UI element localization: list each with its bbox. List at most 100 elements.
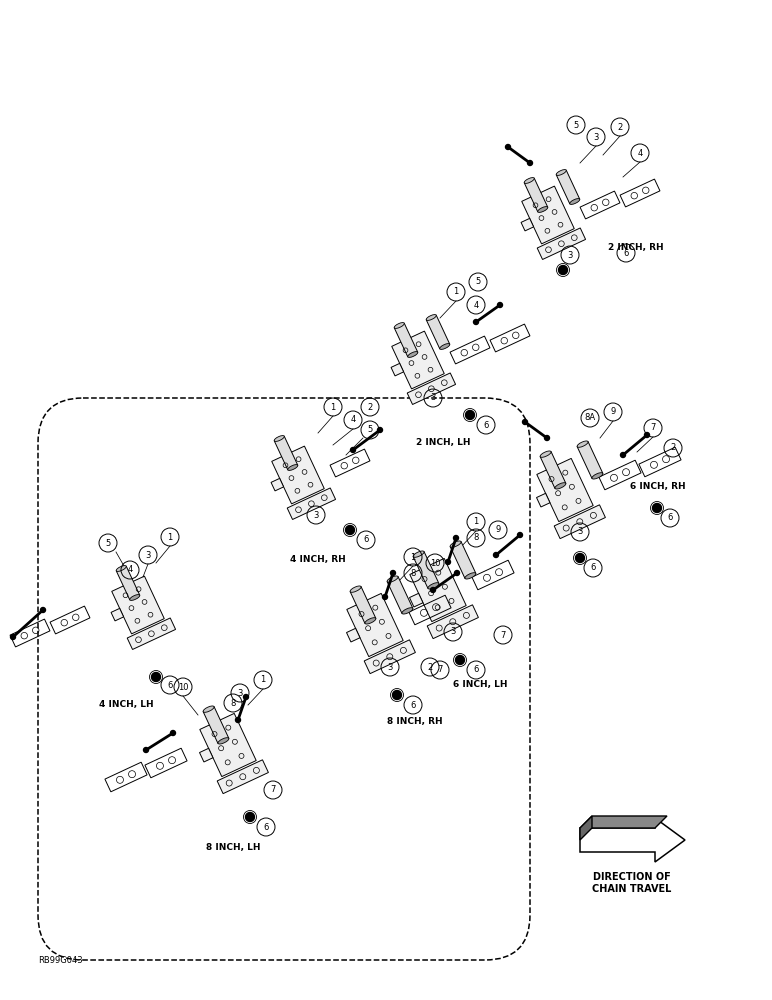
Ellipse shape — [524, 178, 534, 183]
Polygon shape — [554, 505, 605, 539]
Text: 5: 5 — [476, 277, 481, 286]
Circle shape — [652, 504, 662, 512]
Polygon shape — [580, 816, 667, 828]
Ellipse shape — [288, 465, 298, 470]
Polygon shape — [112, 576, 164, 634]
Text: 10: 10 — [430, 558, 440, 568]
Text: 3: 3 — [594, 132, 599, 141]
Text: 3: 3 — [430, 393, 435, 402]
Circle shape — [11, 635, 15, 640]
Polygon shape — [537, 458, 593, 522]
Text: 1: 1 — [330, 402, 336, 412]
Text: 3: 3 — [450, 628, 455, 637]
Text: 3: 3 — [145, 550, 151, 560]
Polygon shape — [537, 493, 550, 507]
Circle shape — [431, 587, 435, 592]
Polygon shape — [427, 605, 479, 639]
Text: 4 INCH, RH: 4 INCH, RH — [290, 555, 346, 564]
Text: 2 INCH, RH: 2 INCH, RH — [608, 243, 664, 252]
Text: 5: 5 — [367, 426, 373, 434]
Circle shape — [378, 428, 382, 432]
Text: 2 INCH, LH: 2 INCH, LH — [416, 438, 470, 447]
Ellipse shape — [540, 451, 551, 457]
Ellipse shape — [274, 436, 284, 441]
Polygon shape — [522, 186, 574, 244]
Text: 9: 9 — [611, 408, 615, 416]
Text: 6: 6 — [410, 700, 415, 710]
Text: 4 INCH, LH: 4 INCH, LH — [99, 700, 154, 709]
Text: 3: 3 — [237, 688, 242, 698]
Ellipse shape — [450, 541, 461, 547]
Polygon shape — [347, 628, 360, 642]
Text: 2: 2 — [670, 444, 676, 452]
Text: 6: 6 — [591, 564, 596, 572]
Text: 6 INCH, LH: 6 INCH, LH — [452, 680, 507, 689]
Polygon shape — [524, 178, 548, 212]
Circle shape — [151, 672, 161, 682]
Polygon shape — [391, 363, 404, 376]
Polygon shape — [409, 593, 423, 607]
Ellipse shape — [538, 207, 548, 212]
Circle shape — [235, 718, 241, 722]
Ellipse shape — [117, 566, 127, 571]
Text: 3: 3 — [388, 662, 393, 672]
Text: 6: 6 — [483, 420, 489, 430]
Text: 3: 3 — [577, 528, 583, 536]
Text: 6: 6 — [263, 822, 269, 832]
Ellipse shape — [556, 170, 567, 175]
Circle shape — [466, 410, 475, 420]
Circle shape — [517, 532, 523, 538]
Circle shape — [391, 570, 395, 576]
Text: 7: 7 — [270, 786, 276, 794]
Text: 8 INCH, RH: 8 INCH, RH — [388, 717, 443, 726]
Text: 8: 8 — [230, 698, 235, 708]
Ellipse shape — [570, 199, 580, 204]
Polygon shape — [537, 228, 586, 259]
Ellipse shape — [428, 583, 439, 589]
Text: 2: 2 — [367, 402, 373, 412]
Circle shape — [497, 302, 503, 308]
Ellipse shape — [440, 344, 450, 349]
Ellipse shape — [365, 618, 376, 624]
Polygon shape — [391, 331, 444, 389]
Polygon shape — [287, 488, 336, 519]
Circle shape — [558, 265, 567, 274]
Text: 2: 2 — [428, 662, 432, 672]
Polygon shape — [410, 558, 466, 622]
Text: 8: 8 — [473, 534, 479, 542]
Text: 7: 7 — [500, 631, 506, 640]
Polygon shape — [521, 218, 533, 231]
Text: 8A: 8A — [584, 414, 595, 422]
Text: 7: 7 — [437, 666, 442, 674]
Text: DIRECTION OF
CHAIN TRAVEL: DIRECTION OF CHAIN TRAVEL — [592, 872, 672, 894]
Circle shape — [346, 526, 354, 534]
Polygon shape — [200, 713, 256, 777]
Ellipse shape — [218, 738, 229, 744]
Text: 4: 4 — [127, 566, 133, 574]
Polygon shape — [272, 446, 324, 504]
Polygon shape — [580, 818, 685, 862]
Text: 1: 1 — [473, 518, 479, 526]
Ellipse shape — [577, 441, 588, 447]
Text: 1: 1 — [168, 532, 173, 542]
Polygon shape — [203, 707, 229, 743]
Circle shape — [171, 730, 175, 736]
Polygon shape — [450, 542, 476, 578]
Ellipse shape — [408, 352, 418, 357]
Text: 6: 6 — [667, 514, 672, 522]
Text: 7: 7 — [650, 424, 655, 432]
Polygon shape — [407, 373, 455, 404]
Circle shape — [350, 448, 355, 452]
Polygon shape — [540, 452, 566, 488]
Text: 4: 4 — [473, 300, 479, 310]
Polygon shape — [577, 442, 603, 478]
Circle shape — [144, 748, 148, 752]
Text: 1: 1 — [260, 676, 266, 684]
Circle shape — [453, 536, 459, 540]
Polygon shape — [111, 608, 124, 621]
Ellipse shape — [387, 576, 398, 582]
Text: 3: 3 — [567, 250, 573, 259]
Circle shape — [392, 690, 401, 700]
Ellipse shape — [394, 323, 405, 328]
Text: 2: 2 — [618, 122, 623, 131]
